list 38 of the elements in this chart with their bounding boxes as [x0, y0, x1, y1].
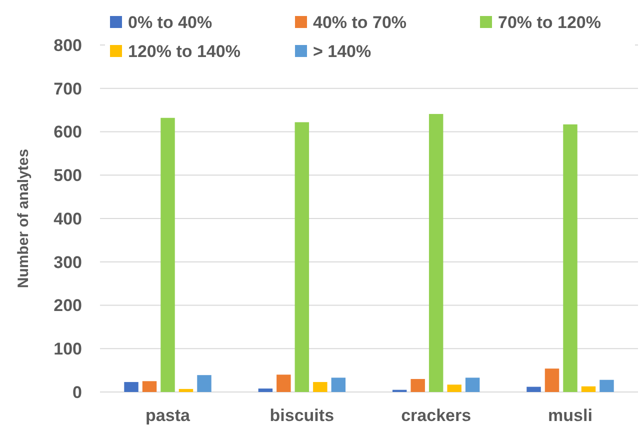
bar — [563, 124, 578, 392]
y-tick-label: 200 — [54, 296, 82, 316]
bar — [331, 378, 346, 392]
bar — [258, 388, 273, 392]
y-axis-title: Number of analytes — [15, 148, 32, 288]
legend-label: 70% to 120% — [498, 12, 601, 32]
y-tick-label: 800 — [54, 36, 82, 55]
bar — [197, 375, 212, 392]
bar — [142, 381, 157, 392]
bar — [124, 382, 138, 392]
bar — [526, 386, 541, 392]
y-tick-label: 400 — [54, 209, 82, 228]
legend-label: 120% to 140% — [128, 42, 240, 61]
bar — [178, 388, 194, 392]
bar — [428, 114, 444, 392]
bar — [544, 368, 560, 392]
y-tick-label: 0 — [72, 382, 82, 402]
bar — [465, 378, 480, 392]
x-tick-label: pasta — [146, 406, 190, 425]
y-tick-label: 100 — [54, 340, 82, 359]
bar — [447, 384, 462, 392]
legend-label: 40% to 70% — [313, 12, 407, 32]
y-tick-label: 500 — [54, 166, 82, 186]
y-tick-label: 700 — [54, 79, 82, 98]
y-tick-label: 300 — [54, 252, 82, 272]
bar — [600, 380, 614, 392]
y-tick-label: 600 — [54, 122, 82, 142]
x-tick-label: crackers — [401, 406, 472, 425]
legend-label: > 140% — [313, 42, 372, 61]
x-tick-label: biscuits — [270, 406, 334, 425]
bar — [313, 382, 328, 392]
bar — [160, 118, 175, 392]
legend-label: 0% to 40% — [128, 12, 212, 32]
bar — [410, 378, 425, 392]
bar — [581, 386, 596, 392]
bar — [276, 374, 291, 392]
x-tick-label: musli — [548, 406, 592, 425]
bar — [294, 122, 310, 392]
